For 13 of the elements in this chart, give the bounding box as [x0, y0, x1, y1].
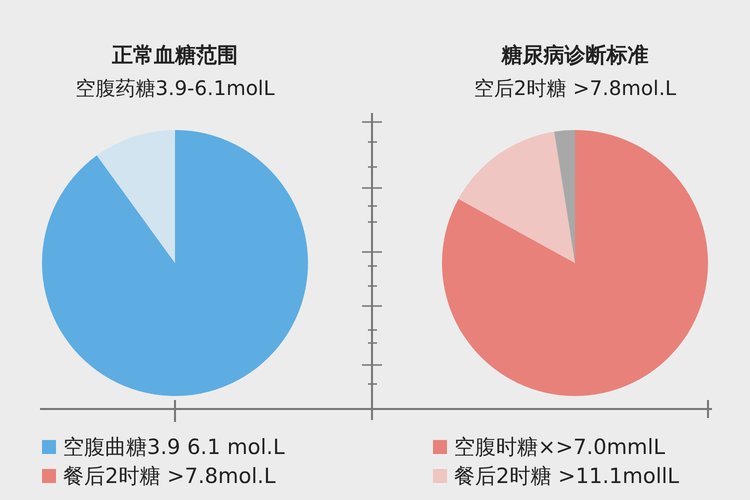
text: 餐后2时糖 >7.8mol.L: [63, 464, 276, 488]
legend-label: 空腹时糖×>7.0mmlL: [454, 435, 666, 459]
pie-slice: [442, 130, 708, 396]
chart-subtitle: 空腹药糖3.9-6.1molL: [75, 76, 276, 100]
pie-slice: [554, 130, 575, 263]
pie-slice: [458, 132, 575, 263]
pie-slice: [96, 130, 175, 263]
chart-subtitle: 空后2时糖 >7.8mol.L: [474, 76, 678, 100]
chart-title: 正常血糖范围: [111, 43, 238, 67]
pie-slice: [42, 130, 308, 396]
legend-label: 空腹曲糖3.9 6.1 mol.L: [63, 435, 285, 459]
legend-label: 餐后2时糖 >11.1mollL: [454, 464, 680, 488]
chart-title: 糖尿病诊断标准: [500, 43, 648, 67]
